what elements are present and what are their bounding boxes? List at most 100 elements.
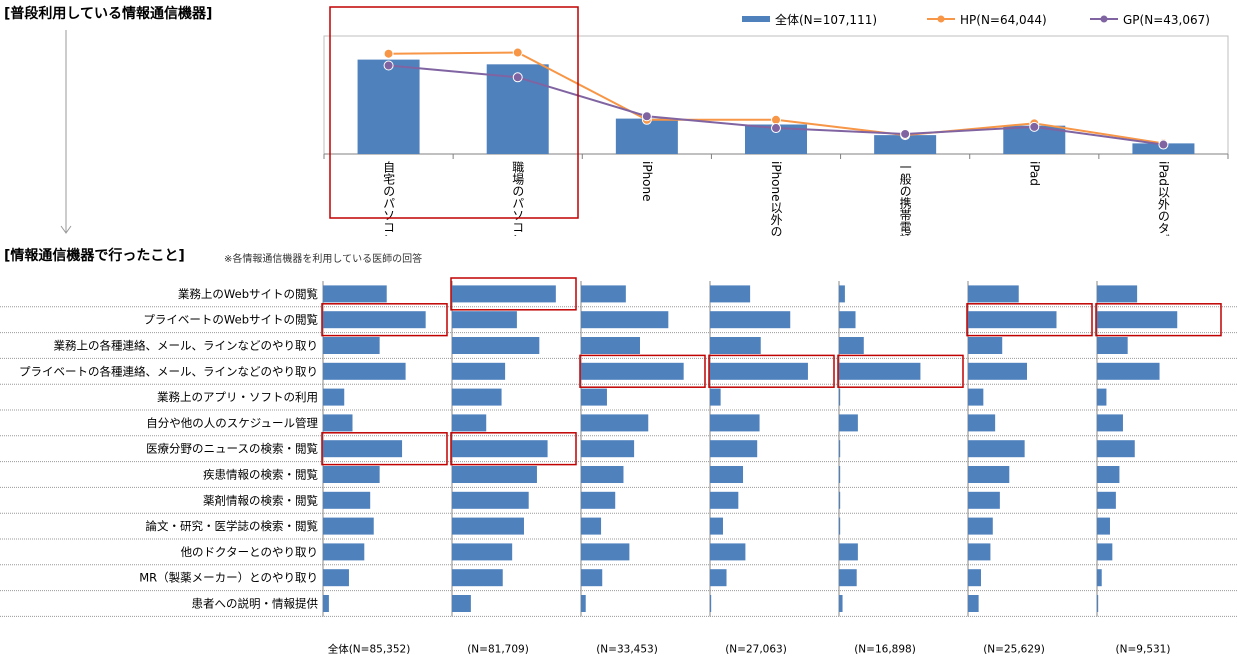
highlight-box: [321, 303, 448, 337]
gp-point: [771, 123, 781, 134]
activity-bar: [710, 311, 791, 329]
activity-bar: [581, 543, 630, 561]
activity-bar: [710, 337, 761, 354]
activity-bar: [452, 414, 487, 432]
activity-bar: [452, 466, 537, 483]
activity-bar: [839, 414, 858, 432]
row-label: プライベートのWebサイトの閲覧: [143, 313, 318, 327]
gp-point: [383, 60, 394, 71]
activity-bar: [452, 569, 503, 587]
activity-bar: [968, 595, 979, 612]
activity-bar: [452, 491, 529, 509]
row-label: 疾患情報の検索・閲覧: [203, 468, 318, 482]
activity-bar: [839, 285, 845, 303]
highlight-box: [837, 354, 964, 388]
activity-bar: [1097, 466, 1120, 483]
activity-bar: [1097, 414, 1123, 432]
legend-marker: [1100, 15, 1108, 23]
activity-bar: [323, 543, 365, 561]
activity-bar: [710, 440, 758, 458]
activity-bar: [323, 388, 345, 406]
activity-bar: [452, 543, 513, 561]
activity-bar: [452, 388, 502, 406]
panel-n-label: (N=16,898): [854, 643, 916, 655]
activity-bar: [968, 440, 1025, 458]
activity-bar: [452, 337, 540, 354]
activity-bar: [581, 362, 684, 380]
panel-n-label: (N=25,629): [983, 643, 1045, 655]
activity-bar: [839, 543, 858, 561]
activity-bar: [710, 517, 723, 535]
activity-bar: [1097, 569, 1102, 587]
flow-arrow-icon: [60, 30, 72, 234]
activity-bar: [323, 569, 349, 587]
row-label: プライベートの各種連絡、メール、ラインなどのやり取り: [19, 364, 318, 378]
panel-n-label: (N=9,531): [1116, 643, 1171, 655]
activity-bar: [581, 517, 602, 535]
highlight-box: [966, 303, 1093, 337]
legend-label: HP(N=64,044): [960, 13, 1047, 27]
activity-chart: 業務上のWebサイトの閲覧プライベートのWebサイトの閲覧業務上の各種連絡、メー…: [0, 277, 1237, 655]
activity-bar: [581, 388, 607, 406]
activity-bar: [323, 491, 371, 509]
activity-bar: [968, 388, 984, 406]
activity-bar: [1097, 285, 1138, 303]
activity-bar: [581, 285, 626, 303]
activity-bar: [710, 388, 721, 406]
activity-bar: [1097, 362, 1160, 380]
activity-bar: [1097, 440, 1135, 458]
activity-bar: [839, 337, 864, 354]
row-label: 論文・研究・医学誌の検索・閲覧: [146, 519, 319, 533]
activity-bar: [323, 466, 380, 483]
activity-bar: [968, 569, 981, 587]
category-label: iPhone: [640, 161, 654, 202]
activity-bar: [323, 337, 380, 354]
activity-bar: [1097, 388, 1107, 406]
activity-bar: [968, 491, 1000, 509]
highlight-box: [329, 6, 579, 219]
activity-bar: [581, 595, 586, 612]
hp-point: [512, 47, 523, 58]
activity-bar: [968, 362, 1027, 380]
category-label: 一般の携帯電話: [898, 161, 912, 236]
activity-bar: [323, 285, 387, 303]
activity-bar: [452, 311, 517, 329]
row-label: MR（製薬メーカー）とのやり取り: [139, 571, 318, 585]
activity-bar: [323, 440, 403, 458]
activity-bar: [839, 517, 841, 535]
activity-bar: [710, 491, 739, 509]
activity-bar: [452, 285, 556, 303]
activity-bar: [581, 311, 669, 329]
gp-point: [1029, 121, 1040, 132]
activity-bar: [581, 440, 635, 458]
highlight-box: [321, 432, 448, 466]
activity-bar: [839, 466, 841, 483]
activity-bar: [968, 285, 1019, 303]
activity-bar: [710, 595, 712, 612]
row-label: 業務上のアプリ・ソフトの利用: [157, 390, 318, 404]
legend-marker: [937, 15, 945, 23]
activity-bar: [839, 388, 841, 406]
activity-bar: [968, 517, 993, 535]
activity-bar: [323, 311, 426, 329]
activity-bar: [581, 569, 603, 587]
activity-bar: [710, 466, 744, 483]
highlight-box: [450, 432, 577, 466]
panel-n-label: 全体(N=85,352): [328, 642, 411, 655]
activity-bar: [968, 466, 1010, 483]
gp-point: [900, 128, 911, 139]
activity-bar: [839, 569, 857, 587]
category-label: 職場のパソコン: [511, 161, 525, 236]
activity-bar: [710, 543, 746, 561]
activity-bar: [1097, 543, 1113, 561]
bar-5: [874, 135, 937, 154]
activity-bar: [710, 569, 727, 587]
activity-bar: [1097, 595, 1099, 612]
gp-point: [1158, 139, 1169, 150]
row-label: 他のドクターとのやり取り: [181, 545, 318, 559]
activity-bar: [839, 595, 843, 612]
highlight-box: [579, 354, 706, 388]
activity-bar: [1097, 311, 1178, 329]
legend-label: GP(N=43,067): [1123, 13, 1210, 27]
gp-point: [641, 111, 652, 122]
